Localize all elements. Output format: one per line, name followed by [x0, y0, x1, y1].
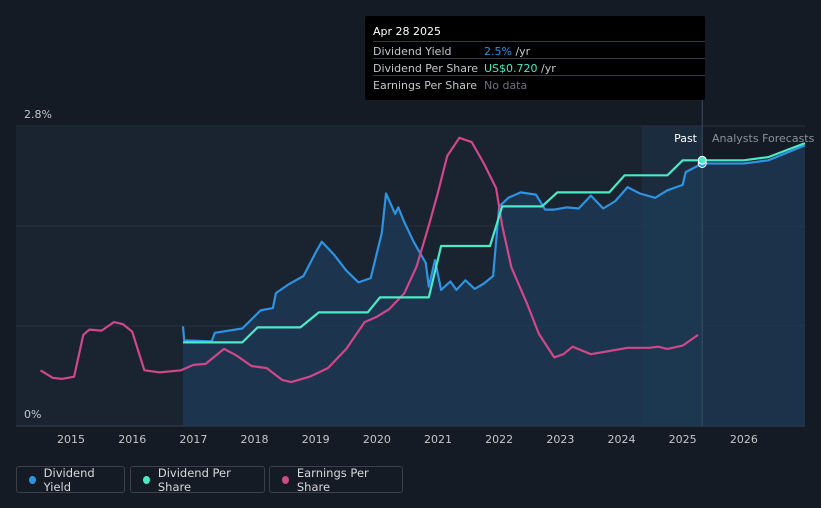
- tooltip-value: US$0.720: [484, 62, 538, 75]
- tooltip-row-earnings-per-share: Earnings Per Share No data: [373, 75, 705, 93]
- x-tick-label: 2020: [363, 433, 391, 446]
- x-tick-label: 2025: [669, 433, 697, 446]
- x-tick-label: 2021: [424, 433, 452, 446]
- dividend-yield-line: [181, 144, 806, 343]
- x-tick-label: 2017: [179, 433, 207, 446]
- y-tick-label: 0%: [24, 408, 41, 421]
- legend-dot-icon: [282, 475, 289, 484]
- legend-dot-icon: [29, 475, 36, 484]
- tooltip-value: No data: [484, 79, 528, 92]
- earnings-per-share-line: [39, 136, 699, 384]
- legend-label: Earnings Per Share: [296, 465, 369, 494]
- tooltip-unit: /yr: [511, 45, 531, 58]
- tooltip-label: Earnings Per Share: [373, 79, 478, 92]
- tooltip-row-dividend-yield: Dividend Yield 2.5% /yr: [373, 41, 705, 59]
- legend-dot-icon: [143, 475, 150, 484]
- legend-item-earnings-per-share[interactable]: Earnings Per Share: [269, 465, 403, 494]
- dividend-per-share-line: [183, 142, 806, 344]
- tooltip-row-dividend-per-share: Dividend Per Share US$0.720 /yr: [373, 58, 705, 76]
- tooltip-unit: /yr: [537, 62, 556, 75]
- x-tick-label: 2023: [546, 433, 574, 446]
- forecast-label: Analysts Forecasts: [712, 132, 815, 145]
- tooltip-date: Apr 28 2025: [373, 25, 442, 38]
- axis-ticks: 2015 2016 2017 2018 2019 2020 2021 2022 2023 2024…: [24, 108, 758, 446]
- tooltip-label: Dividend Per Share: [373, 62, 479, 75]
- x-tick-label: 2022: [485, 433, 513, 446]
- series-markers: [697, 155, 707, 168]
- tooltip-label: Dividend Yield: [373, 45, 452, 58]
- legend-label: Dividend Yield: [43, 465, 95, 494]
- past-label: Past: [674, 132, 698, 145]
- legend-item-dividend-per-share[interactable]: Dividend Per Share: [130, 465, 265, 494]
- legend-label: Dividend Per Share: [157, 465, 231, 494]
- dividend-per-share-marker: [697, 155, 707, 165]
- legend-item-dividend-yield[interactable]: Dividend Yield: [16, 465, 125, 494]
- x-tick-label: 2018: [241, 433, 269, 446]
- x-tick-label: 2024: [608, 433, 636, 446]
- x-tick-label: 2026: [730, 433, 758, 446]
- x-tick-label: 2015: [57, 433, 85, 446]
- y-tick-label: 2.8%: [24, 108, 52, 121]
- x-tick-label: 2016: [118, 433, 146, 446]
- series-lines: [39, 136, 806, 384]
- x-tick-label: 2019: [302, 433, 330, 446]
- tooltip-panel: Apr 28 2025 Dividend Yield 2.5% /yr Divi…: [365, 16, 705, 100]
- tooltip-value: 2.5%: [484, 45, 512, 58]
